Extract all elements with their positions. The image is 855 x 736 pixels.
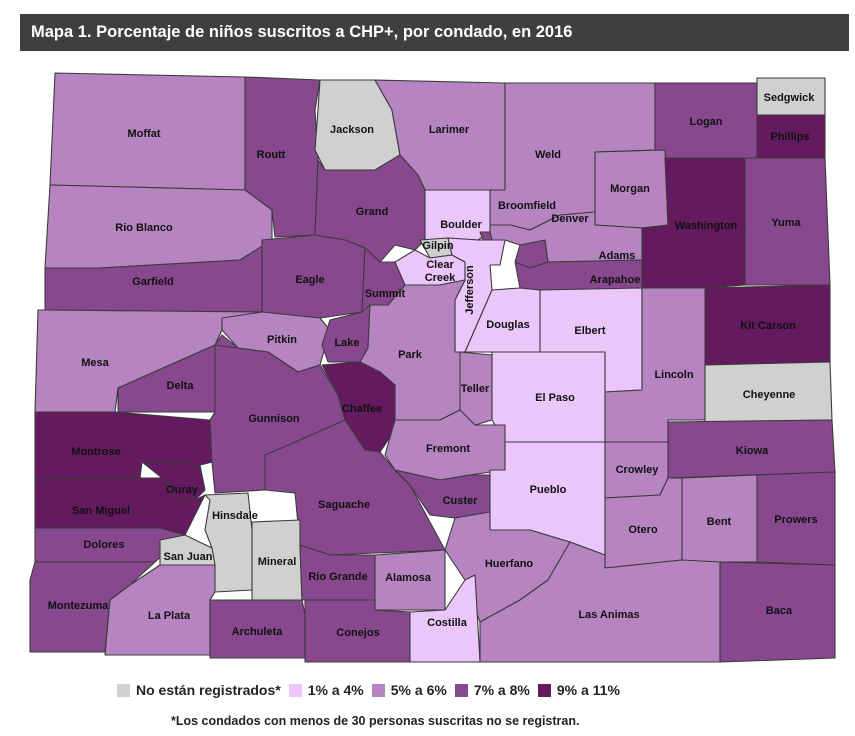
label-grand: Grand bbox=[356, 206, 388, 218]
label-clear-creek-2: Creek bbox=[425, 272, 456, 284]
label-moffat: Moffat bbox=[128, 128, 161, 140]
label-baca: Baca bbox=[766, 605, 793, 617]
label-lake: Lake bbox=[334, 337, 359, 349]
legend-item-c4: 9% a 11% bbox=[537, 682, 620, 698]
label-las-animas: Las Animas bbox=[578, 609, 639, 621]
label-park: Park bbox=[398, 349, 423, 361]
label-rio-blanco: Rio Blanco bbox=[115, 222, 173, 234]
label-cheyenne: Cheyenne bbox=[743, 389, 796, 401]
label-logan: Logan bbox=[690, 116, 723, 128]
label-eagle: Eagle bbox=[295, 274, 324, 286]
label-huerfano: Huerfano bbox=[485, 558, 534, 570]
label-fremont: Fremont bbox=[426, 443, 470, 455]
label-sedgwick: Sedgwick bbox=[764, 92, 816, 104]
label-broomfield: Broomfield bbox=[498, 200, 556, 212]
legend-label-na: No están registrados* bbox=[136, 682, 281, 698]
label-dolores: Dolores bbox=[84, 539, 125, 551]
label-ouray: Ouray bbox=[166, 484, 199, 496]
label-hinsdale: Hinsdale bbox=[212, 510, 258, 522]
label-san-miguel: San Miguel bbox=[72, 505, 130, 517]
label-pitkin: Pitkin bbox=[267, 334, 297, 346]
label-alamosa: Alamosa bbox=[385, 572, 432, 584]
label-mineral: Mineral bbox=[258, 556, 297, 568]
label-gilpin: Gilpin bbox=[422, 240, 453, 252]
legend-swatch-na bbox=[117, 683, 130, 697]
label-bent: Bent bbox=[707, 516, 732, 528]
label-yuma: Yuma bbox=[771, 217, 801, 229]
label-montezuma: Montezuma bbox=[48, 600, 109, 612]
legend-label-c3: 7% a 8% bbox=[473, 682, 530, 698]
county-teller[interactable]: Teller bbox=[459, 351, 493, 426]
legend-label-c2: 5% a 6% bbox=[390, 682, 447, 698]
label-jackson: Jackson bbox=[330, 124, 374, 136]
label-teller: Teller bbox=[461, 383, 490, 395]
label-custer: Custer bbox=[443, 495, 479, 507]
legend-swatch-c3 bbox=[454, 683, 468, 697]
county-la-plata[interactable]: La Plata bbox=[104, 564, 216, 656]
label-adams: Adams bbox=[599, 250, 636, 262]
county-baca[interactable]: Baca bbox=[719, 561, 836, 663]
label-washington: Washington bbox=[675, 220, 738, 232]
map-title: Mapa 1. Porcentaje de niños suscritos a … bbox=[20, 14, 849, 51]
label-kit-carson: Kit Carson bbox=[740, 320, 796, 332]
label-jefferson: Jefferson bbox=[464, 265, 476, 315]
label-weld: Weld bbox=[535, 149, 561, 161]
label-arapahoe: Arapahoe bbox=[590, 274, 641, 286]
label-montrose: Montrose bbox=[71, 446, 121, 458]
legend-item-c1: 1% a 4% bbox=[288, 682, 364, 698]
label-garfield: Garfield bbox=[132, 276, 174, 288]
label-rio-grande: Rio Grande bbox=[308, 571, 367, 583]
county-costilla[interactable]: Costilla bbox=[409, 574, 481, 663]
label-larimer: Larimer bbox=[429, 124, 470, 136]
legend-label-c4: 9% a 11% bbox=[556, 682, 620, 698]
county-chaffee[interactable]: Chaffee bbox=[321, 361, 396, 453]
label-morgan: Morgan bbox=[610, 183, 650, 195]
label-chaffee: Chaffee bbox=[342, 403, 382, 415]
label-costilla: Costilla bbox=[427, 617, 468, 629]
label-lincoln: Lincoln bbox=[654, 369, 693, 381]
county-labels: Moffat Routt Jackson Larimer Weld Logan … bbox=[48, 92, 818, 639]
label-kiowa: Kiowa bbox=[736, 445, 769, 457]
legend-item-c2: 5% a 6% bbox=[371, 682, 447, 698]
county-san-juan[interactable]: San Juan bbox=[159, 534, 216, 566]
legend-swatch-c1 bbox=[288, 683, 302, 697]
legend-item-na: No están registrados* bbox=[117, 682, 281, 698]
legend-swatch-c2 bbox=[371, 683, 385, 697]
label-conejos: Conejos bbox=[336, 627, 379, 639]
footnote: *Los condados con menos de 30 personas s… bbox=[171, 714, 580, 728]
label-archuleta: Archuleta bbox=[232, 626, 284, 638]
label-clear-creek-1: Clear bbox=[426, 259, 454, 271]
label-saguache: Saguache bbox=[318, 499, 370, 511]
label-san-juan: San Juan bbox=[164, 551, 213, 563]
label-otero: Otero bbox=[628, 524, 658, 536]
label-routt: Routt bbox=[257, 149, 286, 161]
label-delta: Delta bbox=[167, 380, 195, 392]
legend-item-c3: 7% a 8% bbox=[454, 682, 530, 698]
label-pueblo: Pueblo bbox=[530, 484, 567, 496]
legend-label-c1: 1% a 4% bbox=[307, 682, 364, 698]
legend-swatch-c4 bbox=[537, 683, 551, 697]
label-boulder: Boulder bbox=[440, 219, 482, 231]
label-el-paso: El Paso bbox=[535, 392, 575, 404]
label-la-plata: La Plata bbox=[148, 610, 191, 622]
legend: No están registrados* 1% a 4% 5% a 6% 7%… bbox=[117, 680, 628, 700]
label-douglas: Douglas bbox=[486, 319, 529, 331]
label-summit: Summit bbox=[365, 288, 406, 300]
label-elbert: Elbert bbox=[574, 325, 606, 337]
label-mesa: Mesa bbox=[81, 357, 109, 369]
label-crowley: Crowley bbox=[616, 464, 660, 476]
label-gunnison: Gunnison bbox=[248, 413, 300, 425]
label-denver: Denver bbox=[551, 213, 589, 225]
label-prowers: Prowers bbox=[774, 514, 817, 526]
label-phillips: Phillips bbox=[770, 131, 809, 143]
county-las-animas[interactable]: Las Animas bbox=[479, 541, 721, 663]
